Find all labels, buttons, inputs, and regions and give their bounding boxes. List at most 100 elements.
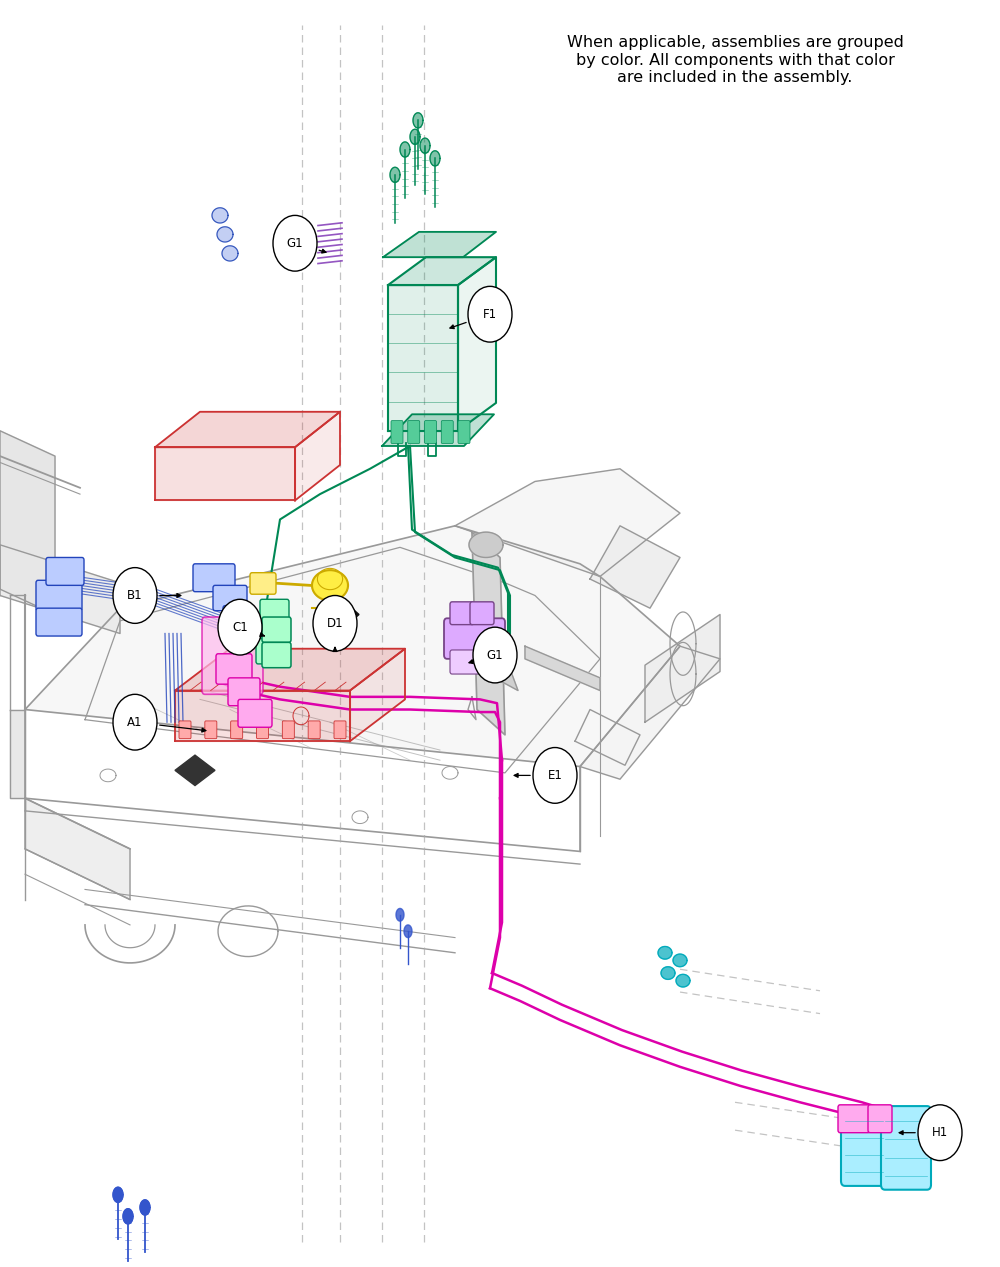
Polygon shape bbox=[155, 412, 340, 447]
FancyBboxPatch shape bbox=[470, 602, 494, 625]
FancyBboxPatch shape bbox=[282, 721, 294, 739]
Polygon shape bbox=[217, 227, 233, 242]
Circle shape bbox=[533, 748, 577, 803]
Polygon shape bbox=[383, 232, 496, 257]
Polygon shape bbox=[410, 129, 420, 144]
Polygon shape bbox=[472, 532, 505, 735]
Polygon shape bbox=[590, 526, 680, 608]
FancyBboxPatch shape bbox=[391, 421, 403, 443]
Polygon shape bbox=[661, 967, 675, 979]
FancyBboxPatch shape bbox=[223, 606, 252, 630]
Text: G1: G1 bbox=[487, 649, 503, 661]
Polygon shape bbox=[645, 614, 720, 722]
Polygon shape bbox=[458, 257, 496, 431]
Polygon shape bbox=[212, 208, 228, 223]
Polygon shape bbox=[420, 138, 430, 153]
Polygon shape bbox=[413, 113, 423, 128]
Polygon shape bbox=[390, 167, 400, 182]
Polygon shape bbox=[175, 649, 405, 691]
FancyBboxPatch shape bbox=[46, 557, 84, 585]
Polygon shape bbox=[469, 621, 503, 646]
Polygon shape bbox=[10, 710, 25, 798]
Polygon shape bbox=[676, 974, 690, 987]
FancyBboxPatch shape bbox=[308, 721, 320, 739]
FancyBboxPatch shape bbox=[450, 602, 474, 625]
FancyBboxPatch shape bbox=[881, 1106, 931, 1190]
Polygon shape bbox=[175, 691, 350, 741]
FancyBboxPatch shape bbox=[444, 618, 505, 659]
Text: A1: A1 bbox=[127, 716, 143, 729]
Polygon shape bbox=[25, 526, 680, 767]
Polygon shape bbox=[333, 603, 359, 626]
Polygon shape bbox=[0, 431, 55, 614]
FancyBboxPatch shape bbox=[228, 678, 260, 706]
FancyBboxPatch shape bbox=[193, 564, 235, 592]
FancyBboxPatch shape bbox=[250, 573, 276, 594]
FancyBboxPatch shape bbox=[441, 421, 453, 443]
Text: D1: D1 bbox=[327, 617, 343, 630]
Polygon shape bbox=[469, 532, 503, 557]
Circle shape bbox=[473, 627, 517, 683]
FancyBboxPatch shape bbox=[36, 608, 82, 636]
FancyBboxPatch shape bbox=[262, 617, 291, 642]
Text: B1: B1 bbox=[127, 589, 143, 602]
Polygon shape bbox=[396, 908, 404, 921]
FancyBboxPatch shape bbox=[260, 599, 289, 623]
FancyBboxPatch shape bbox=[262, 642, 291, 668]
Polygon shape bbox=[113, 1187, 123, 1202]
Polygon shape bbox=[312, 570, 348, 601]
Polygon shape bbox=[388, 257, 496, 285]
FancyBboxPatch shape bbox=[216, 654, 252, 684]
Polygon shape bbox=[673, 954, 687, 967]
Polygon shape bbox=[175, 755, 215, 786]
FancyBboxPatch shape bbox=[36, 580, 82, 611]
FancyBboxPatch shape bbox=[841, 1106, 887, 1186]
FancyBboxPatch shape bbox=[231, 721, 243, 739]
Circle shape bbox=[918, 1105, 962, 1161]
Text: C1: C1 bbox=[232, 621, 248, 634]
Text: E1: E1 bbox=[548, 769, 562, 782]
Text: F1: F1 bbox=[483, 308, 497, 321]
Polygon shape bbox=[350, 649, 405, 741]
Polygon shape bbox=[295, 412, 340, 500]
Polygon shape bbox=[400, 142, 410, 157]
Polygon shape bbox=[430, 151, 440, 166]
Polygon shape bbox=[580, 646, 720, 779]
Circle shape bbox=[113, 694, 157, 750]
FancyBboxPatch shape bbox=[424, 421, 436, 443]
Polygon shape bbox=[140, 1200, 150, 1215]
Circle shape bbox=[313, 595, 357, 651]
FancyBboxPatch shape bbox=[244, 614, 278, 642]
Polygon shape bbox=[123, 1209, 133, 1224]
Text: G1: G1 bbox=[287, 237, 303, 250]
FancyBboxPatch shape bbox=[202, 617, 263, 694]
FancyBboxPatch shape bbox=[256, 721, 268, 739]
Circle shape bbox=[218, 599, 262, 655]
FancyBboxPatch shape bbox=[450, 650, 509, 674]
Polygon shape bbox=[658, 946, 672, 959]
FancyBboxPatch shape bbox=[838, 1105, 870, 1133]
Polygon shape bbox=[388, 285, 458, 431]
Polygon shape bbox=[455, 469, 680, 576]
Polygon shape bbox=[468, 646, 518, 691]
FancyBboxPatch shape bbox=[408, 421, 420, 443]
Circle shape bbox=[113, 568, 157, 623]
FancyBboxPatch shape bbox=[238, 699, 272, 727]
Polygon shape bbox=[25, 798, 130, 900]
FancyBboxPatch shape bbox=[458, 421, 470, 443]
FancyBboxPatch shape bbox=[256, 639, 288, 664]
Polygon shape bbox=[155, 447, 295, 500]
Polygon shape bbox=[0, 545, 120, 634]
FancyBboxPatch shape bbox=[868, 1105, 892, 1133]
FancyBboxPatch shape bbox=[213, 585, 247, 611]
FancyBboxPatch shape bbox=[334, 721, 346, 739]
Polygon shape bbox=[382, 414, 494, 446]
FancyBboxPatch shape bbox=[205, 721, 217, 739]
Polygon shape bbox=[222, 246, 238, 261]
Circle shape bbox=[273, 215, 317, 271]
Polygon shape bbox=[404, 925, 412, 938]
FancyBboxPatch shape bbox=[179, 721, 191, 739]
Text: When applicable, assemblies are grouped
by color. All components with that color: When applicable, assemblies are grouped … bbox=[567, 35, 903, 85]
Circle shape bbox=[468, 286, 512, 342]
Text: H1: H1 bbox=[932, 1126, 948, 1139]
